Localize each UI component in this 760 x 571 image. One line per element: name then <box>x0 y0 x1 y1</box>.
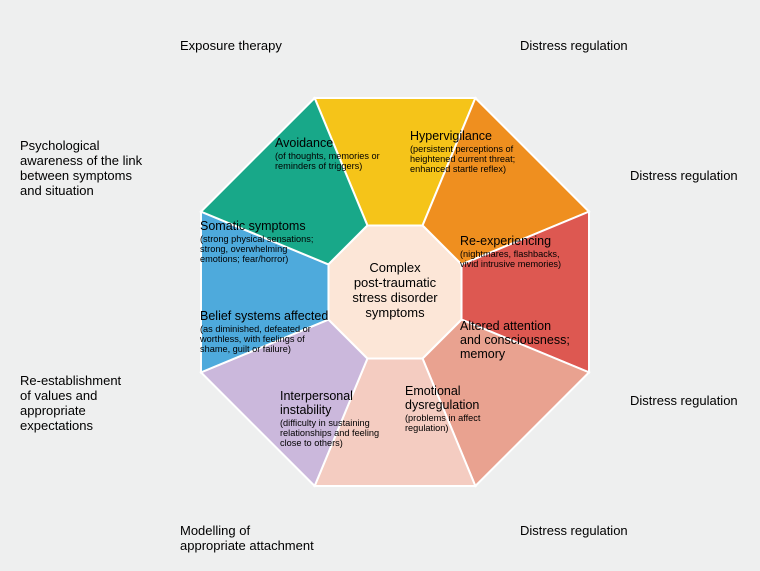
outer-label-somatic: Psychologicalawareness of the linkbetwee… <box>20 138 143 198</box>
outer-label-reexperiencing: Distress regulation <box>630 168 738 183</box>
outer-label-avoidance: Exposure therapy <box>180 38 282 53</box>
segment-text-reexperiencing: Re-experiencing(nightmares, flashbacks,v… <box>460 234 561 269</box>
outer-label-attention: Distress regulation <box>630 393 738 408</box>
outer-label-beliefs: Re-establishmentof values andappropriate… <box>20 373 122 433</box>
outer-label-emotional: Distress regulation <box>520 523 628 538</box>
cptsd-octagon-diagram: Complexpost-traumaticstress disordersymp… <box>0 0 760 571</box>
outer-label-hypervigilance: Distress regulation <box>520 38 628 53</box>
outer-label-interpersonal: Modelling ofappropriate attachment <box>180 523 314 553</box>
